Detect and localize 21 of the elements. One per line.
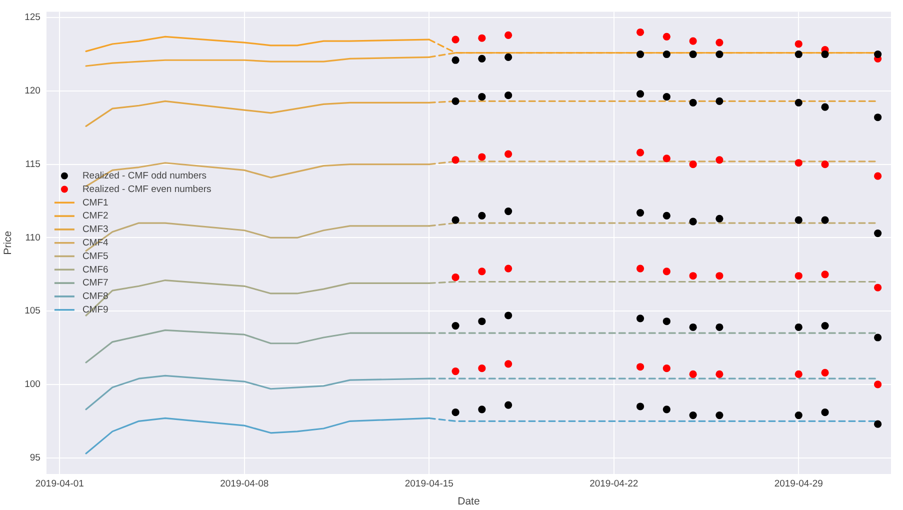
x-axis-title: Date	[458, 496, 480, 508]
legend-label: CMF2	[82, 210, 108, 222]
y-tick-label: 100	[24, 379, 40, 390]
y-tick-label: 115	[25, 158, 40, 170]
legend-label: CMF6	[82, 264, 108, 276]
y-tick-label: 110	[25, 232, 40, 244]
x-tick-label: 2019-04-22	[590, 478, 638, 490]
y-tick-label: 105	[24, 306, 40, 317]
legend-label: Realized - CMF even numbers	[82, 184, 212, 195]
x-tick-label: 2019-04-08	[220, 478, 269, 490]
x-tick-label: 2019-04-01	[35, 478, 84, 490]
y-tick-label: 120	[24, 86, 40, 97]
legend-label: CMF1	[82, 197, 108, 208]
x-tick-label: 2019-04-29	[774, 478, 823, 490]
legend-label: CMF5	[82, 250, 108, 262]
y-axis-title: Price	[2, 230, 14, 255]
legend-label: CMF3	[82, 224, 108, 236]
legend-label: CMF7	[82, 278, 108, 289]
y-tick-label: 95	[30, 452, 40, 464]
x-tick-label: 2019-04-15	[404, 478, 454, 490]
y-tick-label: 125	[24, 12, 40, 24]
